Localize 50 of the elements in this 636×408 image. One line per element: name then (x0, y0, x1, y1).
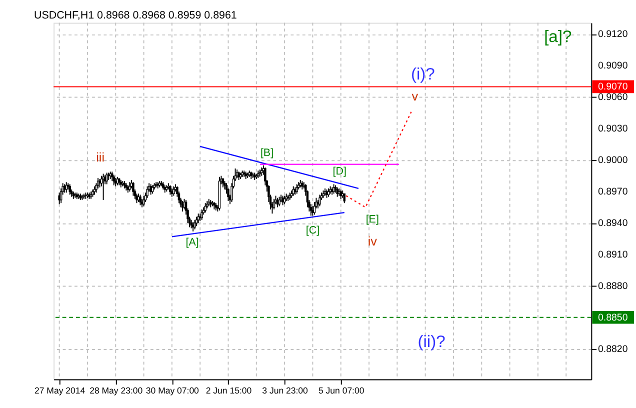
candlestick (292, 186, 294, 196)
candlestick (195, 216, 198, 227)
x-tick-label: 5 Jun 07:00 (318, 385, 364, 396)
candlestick (318, 194, 321, 207)
ref-line-label: 0.8850 (598, 312, 628, 324)
x-tick-label: 28 May 23:00 (90, 385, 143, 396)
ref-line-label: 0.9070 (598, 82, 628, 93)
annotation: [A] (186, 236, 199, 249)
candlestick (272, 198, 276, 210)
x-tick-label: 27 May 2014 (34, 385, 86, 396)
candlestick (343, 193, 346, 204)
candlestick (112, 174, 115, 186)
x-tick-label: 3 Jun 23:00 (262, 385, 308, 396)
y-tick-label: 0.9120 (598, 29, 628, 40)
annotation: [a]? (544, 27, 572, 46)
candlestick (146, 186, 148, 198)
y-tick-label: 0.8970 (598, 186, 628, 198)
annotation: (i)? (410, 64, 435, 84)
candlestick (194, 219, 196, 230)
candlestick (172, 186, 175, 196)
candlestick (197, 213, 200, 224)
candlestick (310, 204, 312, 216)
y-tick-label: 0.9000 (598, 155, 628, 166)
chart-title: USDCHF,H1 0.8968 0.8968 0.8959 0.8961 (34, 9, 237, 22)
annotation: [B] (260, 146, 274, 159)
annotation: iv (368, 234, 378, 249)
y-tick-label: 0.8820 (598, 344, 628, 355)
x-tick-label: 30 May 07:00 (146, 385, 200, 396)
annotation: [E] (366, 213, 379, 226)
annotation: [C] (306, 224, 320, 237)
candlestick (132, 182, 134, 196)
y-tick-label: 0.8910 (598, 249, 628, 260)
candlestick (102, 173, 104, 200)
candlestick (336, 186, 338, 198)
y-tick-label: 0.8940 (598, 218, 628, 229)
annotation: iii (96, 150, 105, 164)
candlestick (278, 196, 280, 207)
y-tick-label: 0.9060 (598, 92, 628, 104)
candlestick (313, 202, 316, 216)
y-tick-label: 0.9030 (598, 124, 628, 135)
candlestick (169, 184, 172, 196)
y-tick-label: 0.9090 (598, 60, 628, 72)
y-tick-label: 0.8880 (598, 280, 628, 292)
annotation: [D] (332, 165, 346, 178)
candlestick (312, 206, 314, 216)
candlestick (58, 192, 60, 205)
x-tick-label: 2 Jun 15:00 (206, 385, 252, 396)
candlestick (128, 182, 131, 192)
annotation: (ii)? (418, 332, 446, 352)
annotation: v (412, 89, 419, 104)
